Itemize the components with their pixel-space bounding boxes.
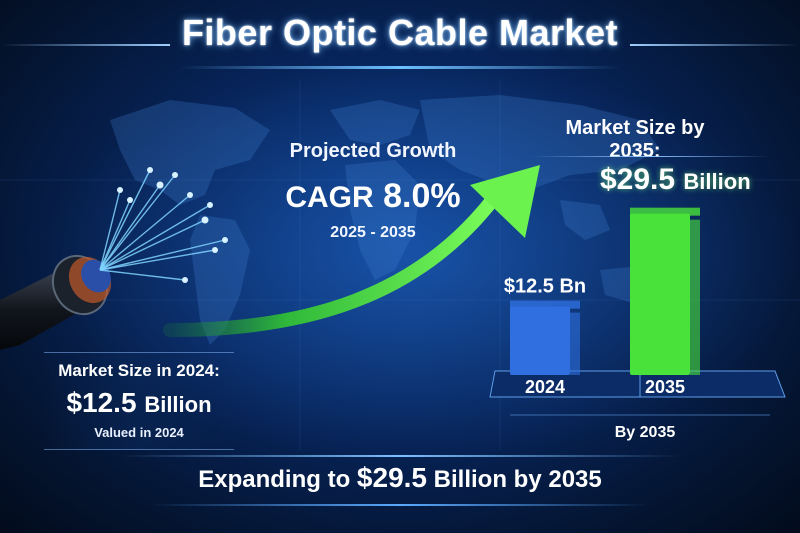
forecast-amount: $29.5	[600, 163, 676, 196]
bar-top-2024	[510, 300, 580, 309]
bar-top-2035	[630, 207, 700, 216]
tick-label-2035: 2035	[645, 377, 685, 397]
tick-label-2024: 2024	[525, 377, 565, 397]
base-market-box: Market Size in 2024: $12.5 Billion Value…	[44, 352, 234, 450]
base-note: Valued in 2024	[94, 425, 184, 440]
title-bar: Fiber Optic Cable Market	[0, 8, 800, 68]
growth-period: 2025 - 2035	[330, 224, 416, 241]
growth-arrow-icon	[163, 165, 540, 337]
base-label: Market Size in 2024:	[58, 361, 220, 380]
data-label-2024: $12.5 Bn	[504, 276, 586, 298]
bar-2024	[510, 306, 570, 375]
forecast-unit: Billion	[683, 169, 751, 194]
bar-side-2035	[690, 219, 700, 375]
chart-caption: By 2035	[615, 424, 676, 441]
title-divider-right	[630, 44, 800, 46]
cagr-prefix: CAGR	[285, 181, 374, 214]
bar-2035	[630, 213, 690, 375]
fiber-optic-cable-icon	[0, 167, 228, 350]
banner-divider-bottom	[150, 504, 650, 506]
title-underline	[180, 66, 620, 69]
growth-callout: Projected Growth CAGR 8.0% 2025 - 2035	[268, 140, 478, 242]
summary-banner: Expanding to $29.5 Billion by 2035	[0, 462, 800, 494]
banner-divider-top	[120, 455, 680, 457]
page-title: Fiber Optic Cable Market	[181, 12, 619, 53]
banner-suffix: Billion by 2035	[433, 466, 602, 493]
bar-side-2024	[570, 312, 580, 375]
forecast-divider	[530, 156, 770, 157]
cagr-number: 8.0%	[383, 177, 461, 215]
base-unit: Billion	[144, 392, 212, 417]
market-size-chart: 2024 $12.5 Bn 2035 By 2035	[489, 207, 786, 441]
base-value: $12.5 Billion	[44, 387, 234, 419]
cagr-value: CAGR 8.0%	[268, 177, 478, 216]
title-divider-left	[0, 44, 170, 46]
banner-prefix: Expanding to	[198, 466, 351, 493]
forecast-value: $29.5 Billion	[600, 163, 790, 197]
banner-value: $29.5	[356, 462, 427, 493]
base-amount: $12.5	[66, 387, 137, 418]
growth-label: Projected Growth	[289, 140, 457, 162]
